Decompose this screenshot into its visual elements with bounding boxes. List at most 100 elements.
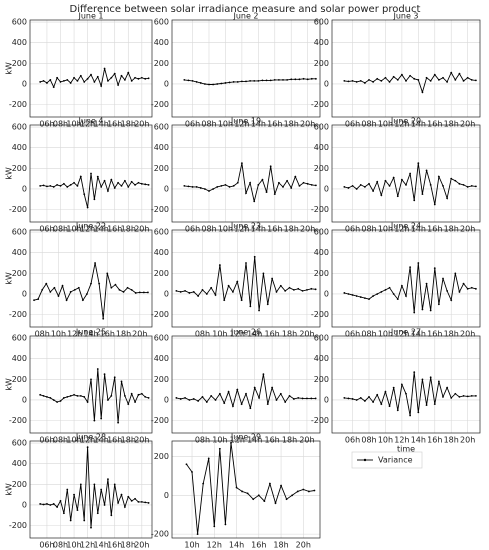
x-tick-label: 10h xyxy=(66,120,81,129)
point xyxy=(388,286,391,289)
point xyxy=(288,286,291,289)
point xyxy=(228,81,231,84)
point xyxy=(39,503,42,505)
x-tick-label: 20h xyxy=(460,330,475,339)
point xyxy=(120,184,123,187)
series-line xyxy=(40,447,149,528)
point xyxy=(73,288,76,291)
x-tick-label: 18h xyxy=(444,120,459,129)
x-tick-label: 16h xyxy=(427,120,442,129)
point xyxy=(450,397,453,399)
point xyxy=(127,71,130,74)
y-axis-label: kW xyxy=(5,378,14,391)
x-tick-label: 10h xyxy=(378,120,393,129)
point xyxy=(286,78,289,81)
point xyxy=(96,75,99,78)
point xyxy=(292,398,295,400)
point xyxy=(140,76,143,79)
point xyxy=(380,403,383,406)
point xyxy=(230,442,232,444)
point xyxy=(253,255,256,258)
point xyxy=(212,188,215,190)
panel-title: June 23 xyxy=(230,222,261,231)
point xyxy=(359,79,362,82)
point xyxy=(396,78,399,81)
y-tick-label: 0 xyxy=(164,184,169,193)
point xyxy=(275,291,278,293)
x-tick-label: 10h xyxy=(184,541,199,550)
point xyxy=(409,266,412,269)
point xyxy=(79,483,82,486)
point xyxy=(39,81,42,83)
panel-title: June 27 xyxy=(390,328,421,337)
point xyxy=(405,295,407,297)
point xyxy=(384,179,387,182)
point xyxy=(126,286,129,289)
point xyxy=(110,286,113,289)
point xyxy=(442,395,444,398)
point xyxy=(236,280,239,283)
y-tick-label: 200 xyxy=(314,375,329,384)
point xyxy=(76,394,79,397)
x-tick-label: 10h xyxy=(66,541,81,550)
point xyxy=(224,523,227,526)
point xyxy=(103,67,106,70)
point xyxy=(273,193,276,196)
plot-frame xyxy=(29,124,153,223)
point xyxy=(355,295,358,297)
point xyxy=(220,184,223,187)
point xyxy=(396,298,399,301)
point xyxy=(46,82,48,84)
point xyxy=(86,446,89,449)
point xyxy=(252,498,255,501)
point xyxy=(123,78,126,81)
point xyxy=(372,81,375,83)
point xyxy=(93,483,96,486)
panel-title: June 1 xyxy=(77,12,103,21)
y-tick-label: 200 xyxy=(12,480,27,489)
x-tick-label: 14h xyxy=(94,541,109,550)
x-tick-label: 12h xyxy=(80,120,95,129)
point xyxy=(213,525,216,528)
point xyxy=(41,288,44,291)
x-tick-label: 06h xyxy=(39,225,54,234)
y-tick-label: 400 xyxy=(314,354,329,363)
point xyxy=(368,298,370,301)
point xyxy=(207,457,210,460)
point xyxy=(66,395,69,398)
x-tick-label: 14h xyxy=(247,436,262,445)
y-tick-label: 600 xyxy=(12,439,27,448)
x-tick-label: 14h xyxy=(251,225,266,234)
point xyxy=(409,172,412,175)
y-tick-label: 0 xyxy=(164,289,169,298)
point xyxy=(277,181,280,184)
point xyxy=(372,295,375,297)
plot-frame xyxy=(171,440,321,539)
panel-title: June 4 xyxy=(77,117,103,126)
point xyxy=(363,82,366,84)
point xyxy=(175,289,178,292)
point xyxy=(392,75,395,78)
panel-title: June 2 xyxy=(232,12,258,21)
point xyxy=(296,490,299,493)
point xyxy=(191,471,193,473)
point xyxy=(437,78,440,81)
point xyxy=(59,81,62,83)
point xyxy=(98,282,101,285)
point xyxy=(42,79,45,82)
point xyxy=(59,184,62,187)
point xyxy=(52,399,55,401)
x-tick-label: 10h xyxy=(218,225,233,234)
point xyxy=(113,483,116,486)
point xyxy=(421,193,424,196)
point xyxy=(210,394,213,397)
point xyxy=(130,180,133,183)
point xyxy=(249,79,252,82)
point xyxy=(52,503,55,505)
point xyxy=(86,77,89,80)
y-tick-label: 400 xyxy=(154,248,169,257)
point xyxy=(81,299,84,302)
point xyxy=(279,392,282,395)
point xyxy=(208,190,210,192)
